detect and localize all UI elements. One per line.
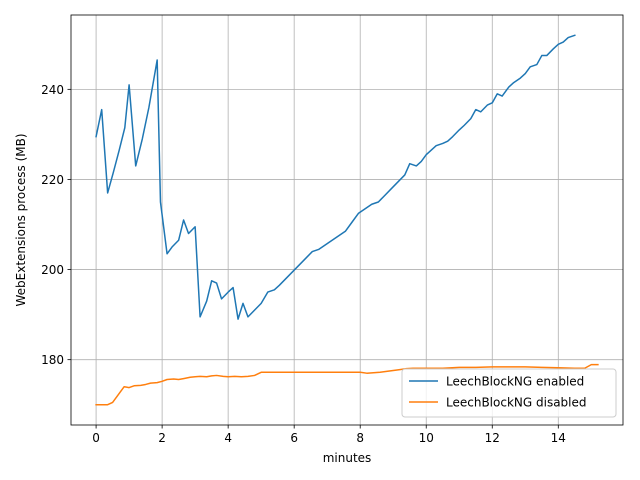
- series-line-disabled: [95, 363, 599, 406]
- x-tick-label: 10: [419, 431, 434, 445]
- x-axis-label: minutes: [323, 451, 372, 465]
- legend: LeechBlockNG enabled LeechBlockNG disabl…: [401, 368, 617, 418]
- x-tick-label: 12: [485, 431, 500, 445]
- axis-ticks: 0 2 4 6 8 10 12 14 180 200 220 240: [41, 83, 566, 445]
- series-line-enabled: [95, 34, 576, 320]
- y-tick-label: 220: [41, 173, 64, 187]
- grid: [71, 15, 623, 425]
- legend-label-enabled: LeechBlockNG enabled: [446, 375, 584, 389]
- legend-label-disabled: LeechBlockNG disabled: [446, 396, 587, 410]
- x-tick-label: 0: [92, 431, 100, 445]
- plot-frame: [70, 14, 624, 426]
- x-tick-label: 6: [290, 431, 298, 445]
- series-layer: [95, 34, 599, 406]
- x-tick-label: 4: [224, 431, 232, 445]
- x-tick-label: 14: [551, 431, 566, 445]
- x-tick-label: 2: [158, 431, 166, 445]
- y-axis-label: WebExtensions process (MB): [14, 133, 28, 306]
- legend-box: [401, 368, 617, 418]
- x-tick-label: 8: [356, 431, 364, 445]
- y-tick-label: 240: [41, 83, 64, 97]
- y-tick-label: 180: [41, 353, 64, 367]
- y-tick-label: 200: [41, 263, 64, 277]
